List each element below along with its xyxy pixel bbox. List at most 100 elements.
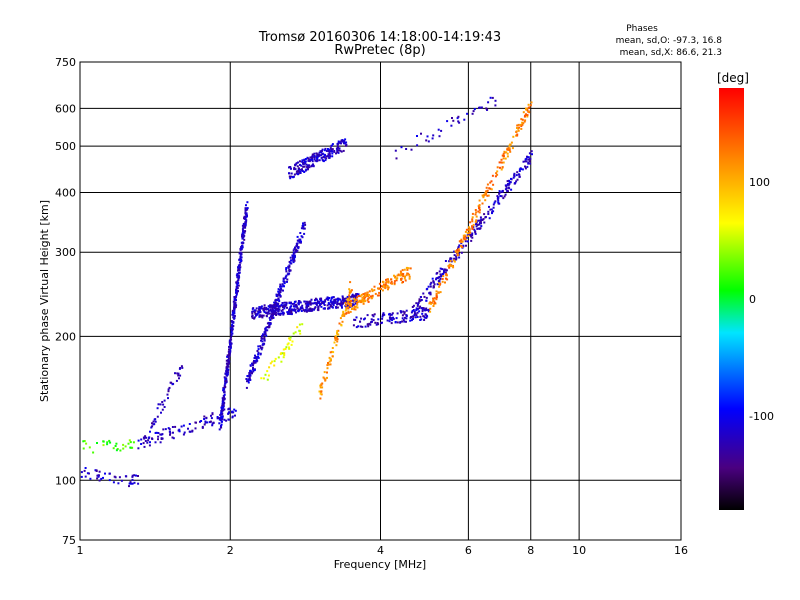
echo-point bbox=[265, 306, 268, 309]
echo-point bbox=[225, 359, 228, 362]
echo-point bbox=[231, 410, 234, 413]
echo-point bbox=[439, 277, 442, 280]
echo-point bbox=[280, 352, 283, 355]
echo-point bbox=[387, 278, 389, 281]
echo-point bbox=[230, 338, 233, 341]
echo-point bbox=[182, 433, 185, 436]
echo-point bbox=[405, 274, 408, 277]
echo-point bbox=[324, 379, 327, 382]
echo-point bbox=[250, 372, 253, 374]
echo-point bbox=[282, 280, 285, 283]
echo-point bbox=[515, 180, 518, 183]
echo-point bbox=[401, 314, 404, 317]
echo-point bbox=[498, 192, 501, 195]
echo-point bbox=[503, 195, 506, 198]
echo-point bbox=[237, 284, 240, 287]
echo-point bbox=[498, 161, 501, 164]
echo-point bbox=[452, 119, 455, 122]
echo-point bbox=[496, 197, 499, 200]
echo-point bbox=[527, 156, 530, 159]
echo-point bbox=[258, 307, 261, 310]
echo-point bbox=[352, 324, 355, 327]
echo-point bbox=[265, 326, 268, 329]
echo-point bbox=[295, 245, 298, 248]
echo-point bbox=[263, 337, 266, 339]
echo-point bbox=[140, 443, 143, 445]
echo-point bbox=[447, 265, 450, 267]
echo-point bbox=[279, 313, 282, 316]
echo-point bbox=[263, 331, 266, 334]
echo-point bbox=[373, 285, 376, 288]
echo-point bbox=[203, 423, 206, 426]
echo-point bbox=[394, 321, 397, 323]
echo-point bbox=[371, 294, 374, 297]
echo-point bbox=[240, 260, 242, 262]
echo-point bbox=[436, 277, 439, 280]
echo-point bbox=[439, 282, 442, 285]
echo-point bbox=[356, 306, 359, 309]
echo-point bbox=[403, 320, 406, 323]
echo-point bbox=[362, 300, 365, 303]
echo-point bbox=[400, 146, 403, 149]
echo-point bbox=[102, 444, 105, 447]
echo-point bbox=[85, 442, 88, 445]
echo-point bbox=[474, 231, 477, 234]
echo-point bbox=[478, 106, 480, 109]
echo-point bbox=[492, 183, 495, 186]
echo-point bbox=[489, 187, 492, 190]
echo-point bbox=[496, 166, 499, 169]
echo-point bbox=[155, 431, 158, 434]
echo-point bbox=[438, 270, 441, 273]
echo-point bbox=[323, 371, 326, 374]
echo-point bbox=[479, 220, 482, 223]
echo-point bbox=[457, 120, 460, 123]
echo-point bbox=[249, 373, 252, 376]
echo-point bbox=[445, 274, 448, 277]
echo-point bbox=[277, 290, 280, 293]
echo-point bbox=[408, 277, 411, 280]
echo-point bbox=[253, 311, 256, 314]
echo-point bbox=[218, 418, 221, 421]
echo-point bbox=[112, 447, 115, 450]
echo-point bbox=[408, 275, 411, 278]
echo-point bbox=[444, 260, 447, 262]
echo-point bbox=[373, 289, 376, 292]
echo-point bbox=[125, 475, 128, 478]
echo-point bbox=[292, 249, 295, 252]
echo-point bbox=[429, 307, 432, 310]
echo-point bbox=[421, 310, 424, 313]
x-tick-label: 2 bbox=[227, 544, 234, 557]
echo-point bbox=[506, 190, 509, 192]
echo-point bbox=[108, 472, 111, 475]
echo-point bbox=[345, 297, 348, 300]
echo-point bbox=[281, 306, 284, 308]
echo-point bbox=[252, 362, 255, 365]
echo-point bbox=[380, 288, 383, 290]
echo-point bbox=[295, 303, 298, 306]
echo-point bbox=[418, 307, 421, 310]
echo-point bbox=[456, 251, 459, 254]
echo-point bbox=[260, 377, 263, 380]
echo-point bbox=[290, 167, 292, 170]
echo-point bbox=[513, 182, 516, 185]
echo-point bbox=[283, 307, 286, 310]
echo-point bbox=[258, 309, 261, 312]
echo-point bbox=[481, 202, 484, 205]
echo-point bbox=[422, 315, 425, 318]
echo-point bbox=[269, 308, 272, 311]
echo-point bbox=[491, 174, 494, 177]
echo-point bbox=[237, 268, 240, 271]
echo-point bbox=[391, 282, 393, 285]
echo-point bbox=[135, 474, 137, 477]
echo-point bbox=[102, 440, 105, 443]
echo-point bbox=[498, 190, 501, 193]
echo-point bbox=[516, 178, 519, 181]
echo-point bbox=[80, 475, 83, 478]
echo-point bbox=[492, 203, 495, 206]
echo-point bbox=[420, 318, 423, 321]
echo-point bbox=[247, 378, 250, 381]
echo-point bbox=[392, 316, 394, 319]
echo-point bbox=[373, 313, 376, 316]
echo-point bbox=[243, 223, 246, 226]
echo-point bbox=[226, 370, 229, 373]
